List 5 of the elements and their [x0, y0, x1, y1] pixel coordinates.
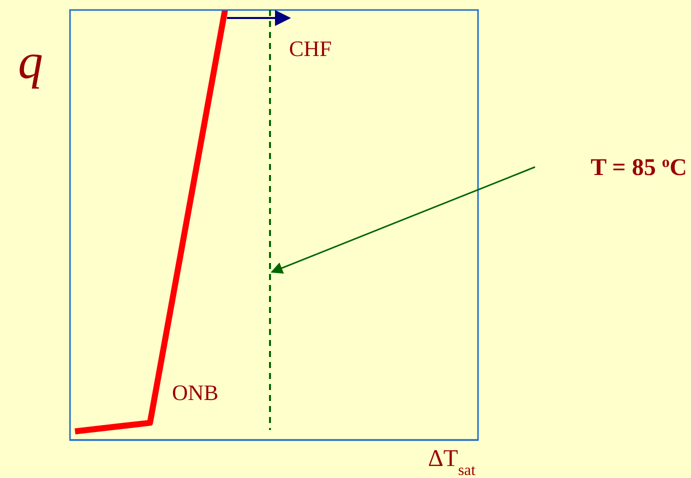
text: T = 85 $^{o}$C	[590, 154, 687, 181]
y-axis-title: q	[18, 33, 43, 89]
annotation: ONB	[172, 380, 218, 405]
text: CHF	[289, 36, 332, 61]
text: ΔT$_{sat}$	[428, 446, 476, 478]
